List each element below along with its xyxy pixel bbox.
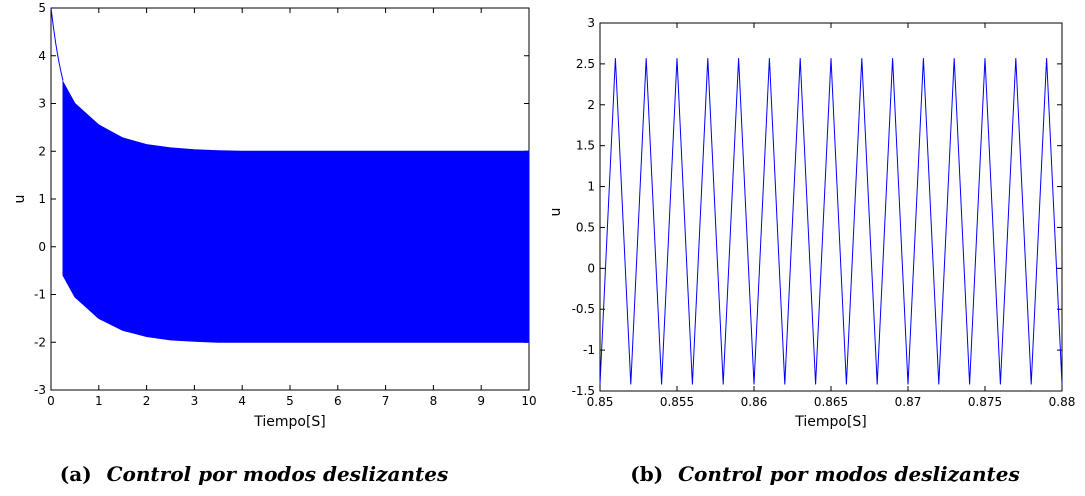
caption-a: (a) Control por modos deslizantes (60, 462, 448, 486)
y-tick-label: 1 (38, 192, 46, 206)
caption-b-text: Control por modos deslizantes (678, 462, 1020, 486)
caption-b: (b) Control por modos deslizantes (630, 462, 1019, 486)
caption-a-label: (a) (60, 462, 92, 486)
initial-decay-line (50, 7, 64, 81)
y-tick-label: -1 (34, 288, 46, 302)
y-tick-label: -1.5 (572, 384, 595, 398)
plot-area-b (599, 22, 1063, 392)
x-tick-label: 9 (477, 394, 485, 408)
x-tick-label: 8 (430, 394, 438, 408)
x-ticks-b: 0.85 0.855 0.86 0.865 0.87 0.875 0.88 (587, 23, 1076, 409)
x-tick-label: 2 (143, 394, 151, 408)
x-tick-label: 7 (382, 394, 390, 408)
x-tick-label: 0.855 (660, 395, 694, 409)
x-tick-label: 0.85 (587, 395, 614, 409)
y-axis-label-a: u (12, 195, 28, 204)
y-axis-label-b: u (548, 208, 564, 217)
y-tick-label: 2 (38, 144, 46, 158)
x-tick-label: 0.87 (895, 395, 922, 409)
x-tick-label: 4 (238, 394, 246, 408)
x-tick-label: 0.86 (741, 395, 768, 409)
x-tick-label: 0 (47, 394, 55, 408)
chart-b: 0.85 0.855 0.86 0.865 0.87 0.875 0.88 -1.5 -1 -0… (548, 16, 1075, 430)
zigzag-line (599, 58, 1063, 385)
x-axis-label-a: Tiempo[S] (253, 414, 326, 430)
series-a (50, 7, 530, 343)
oscillation-band (62, 80, 530, 343)
y-tick-label: -1 (583, 343, 595, 357)
y-tick-label: 0.5 (576, 220, 595, 234)
y-tick-label: -3 (34, 383, 46, 397)
x-tick-label: 10 (521, 394, 536, 408)
x-axis-label-b: Tiempo[S] (794, 414, 867, 430)
y-tick-label: -0.5 (572, 302, 595, 316)
x-tick-label: 5 (286, 394, 294, 408)
x-tick-label: 0.875 (968, 395, 1002, 409)
x-tick-label: 0.88 (1049, 395, 1076, 409)
chart-a: 0 1 2 3 4 5 6 7 8 9 10 -3 -2 -1 0 1 2 3 4 5 Tiempo[S] u (12, 1, 537, 430)
series-b (599, 58, 1063, 385)
y-tick-label: 0 (587, 261, 595, 275)
x-tick-label: 1 (95, 394, 103, 408)
x-tick-label: 0.865 (814, 395, 848, 409)
y-tick-label: 2.5 (576, 57, 595, 71)
y-tick-label: -2 (34, 335, 46, 349)
y-tick-label: 5 (38, 1, 46, 15)
caption-b-label: (b) (630, 462, 663, 486)
y-tick-label: 3 (587, 16, 595, 30)
y-tick-label: 1.5 (576, 139, 595, 153)
x-tick-label: 3 (191, 394, 199, 408)
y-ticks-b: -1.5 -1 -0.5 0 0.5 1 1.5 2 2.5 3 (572, 16, 1062, 398)
caption-a-text: Control por modos deslizantes (107, 462, 449, 486)
y-tick-label: 3 (38, 97, 46, 111)
y-tick-label: 0 (38, 240, 46, 254)
y-tick-label: 4 (38, 49, 46, 63)
x-ticks-a: 0 1 2 3 4 5 6 7 8 9 10 (47, 8, 537, 408)
y-tick-label: 1 (587, 180, 595, 194)
x-tick-label: 6 (334, 394, 342, 408)
y-tick-label: 2 (587, 98, 595, 112)
